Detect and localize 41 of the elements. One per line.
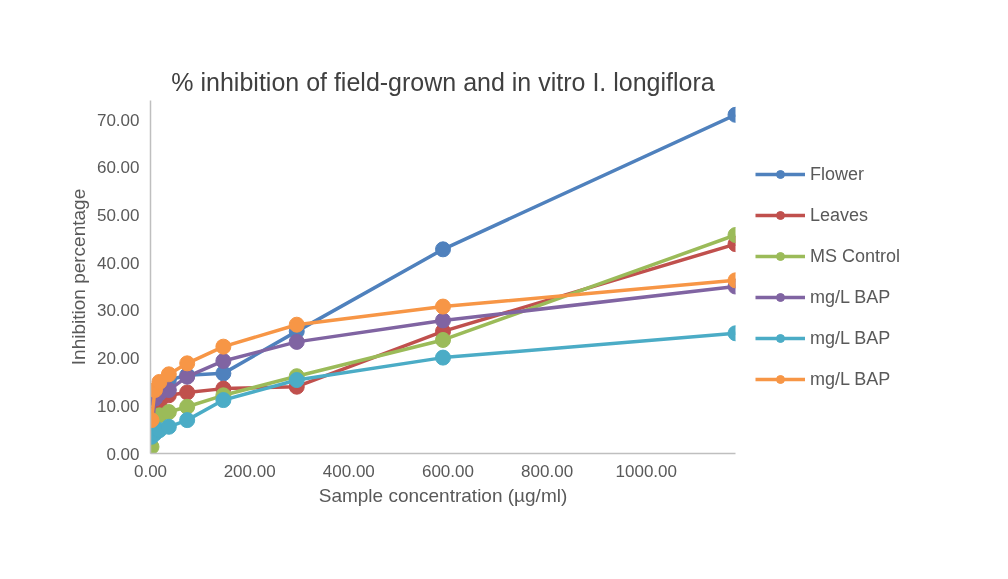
- legend-label: mg/L BAP: [810, 368, 891, 390]
- legend-label: MS Control: [810, 245, 901, 267]
- point: [435, 241, 451, 258]
- point: [160, 418, 177, 435]
- point: [179, 355, 196, 372]
- y-tick-label: 60.00: [96, 158, 140, 178]
- point: [215, 392, 232, 409]
- y-tick-label: 70.00: [96, 110, 140, 130]
- y-tick-label: 10.00: [96, 396, 140, 416]
- point: [288, 316, 305, 333]
- x-tick-label: 200.00: [223, 461, 276, 481]
- point: [160, 404, 177, 420]
- point: [179, 412, 196, 429]
- x-tick-label: 800.00: [521, 461, 574, 481]
- x-tick-label: 400.00: [322, 461, 375, 481]
- point: [435, 349, 451, 366]
- x-tick-label: 0.00: [133, 461, 168, 481]
- y-tick-label: 50.00: [96, 205, 140, 225]
- y-axis-title: Inhibition percentage: [67, 188, 89, 366]
- legend-label: mg/L BAP: [810, 327, 891, 349]
- point: [215, 338, 232, 355]
- point: [160, 366, 177, 383]
- legend-label: Leaves: [810, 204, 869, 226]
- x-tick-label: 1000.00: [615, 461, 677, 481]
- point: [179, 384, 196, 401]
- chart-title: % inhibition of field-grown and in vitro I. longiflora: [171, 67, 715, 96]
- point: [435, 331, 451, 348]
- y-tick-label: 40.00: [96, 253, 140, 273]
- point: [435, 298, 451, 315]
- point: [179, 398, 196, 415]
- point: [215, 352, 232, 369]
- x-tick-label: 600.00: [421, 461, 474, 481]
- legend-label: mg/L BAP: [810, 286, 891, 308]
- point: [288, 333, 305, 350]
- y-tick-label: 0.00: [106, 444, 140, 464]
- point: [288, 372, 305, 389]
- point: [435, 312, 451, 329]
- legend-label: Flower: [810, 163, 865, 185]
- x-axis-title: Sample concentration (µg/ml): [318, 484, 568, 506]
- y-tick-label: 30.00: [96, 301, 140, 321]
- y-tick-label: 20.00: [96, 349, 140, 369]
